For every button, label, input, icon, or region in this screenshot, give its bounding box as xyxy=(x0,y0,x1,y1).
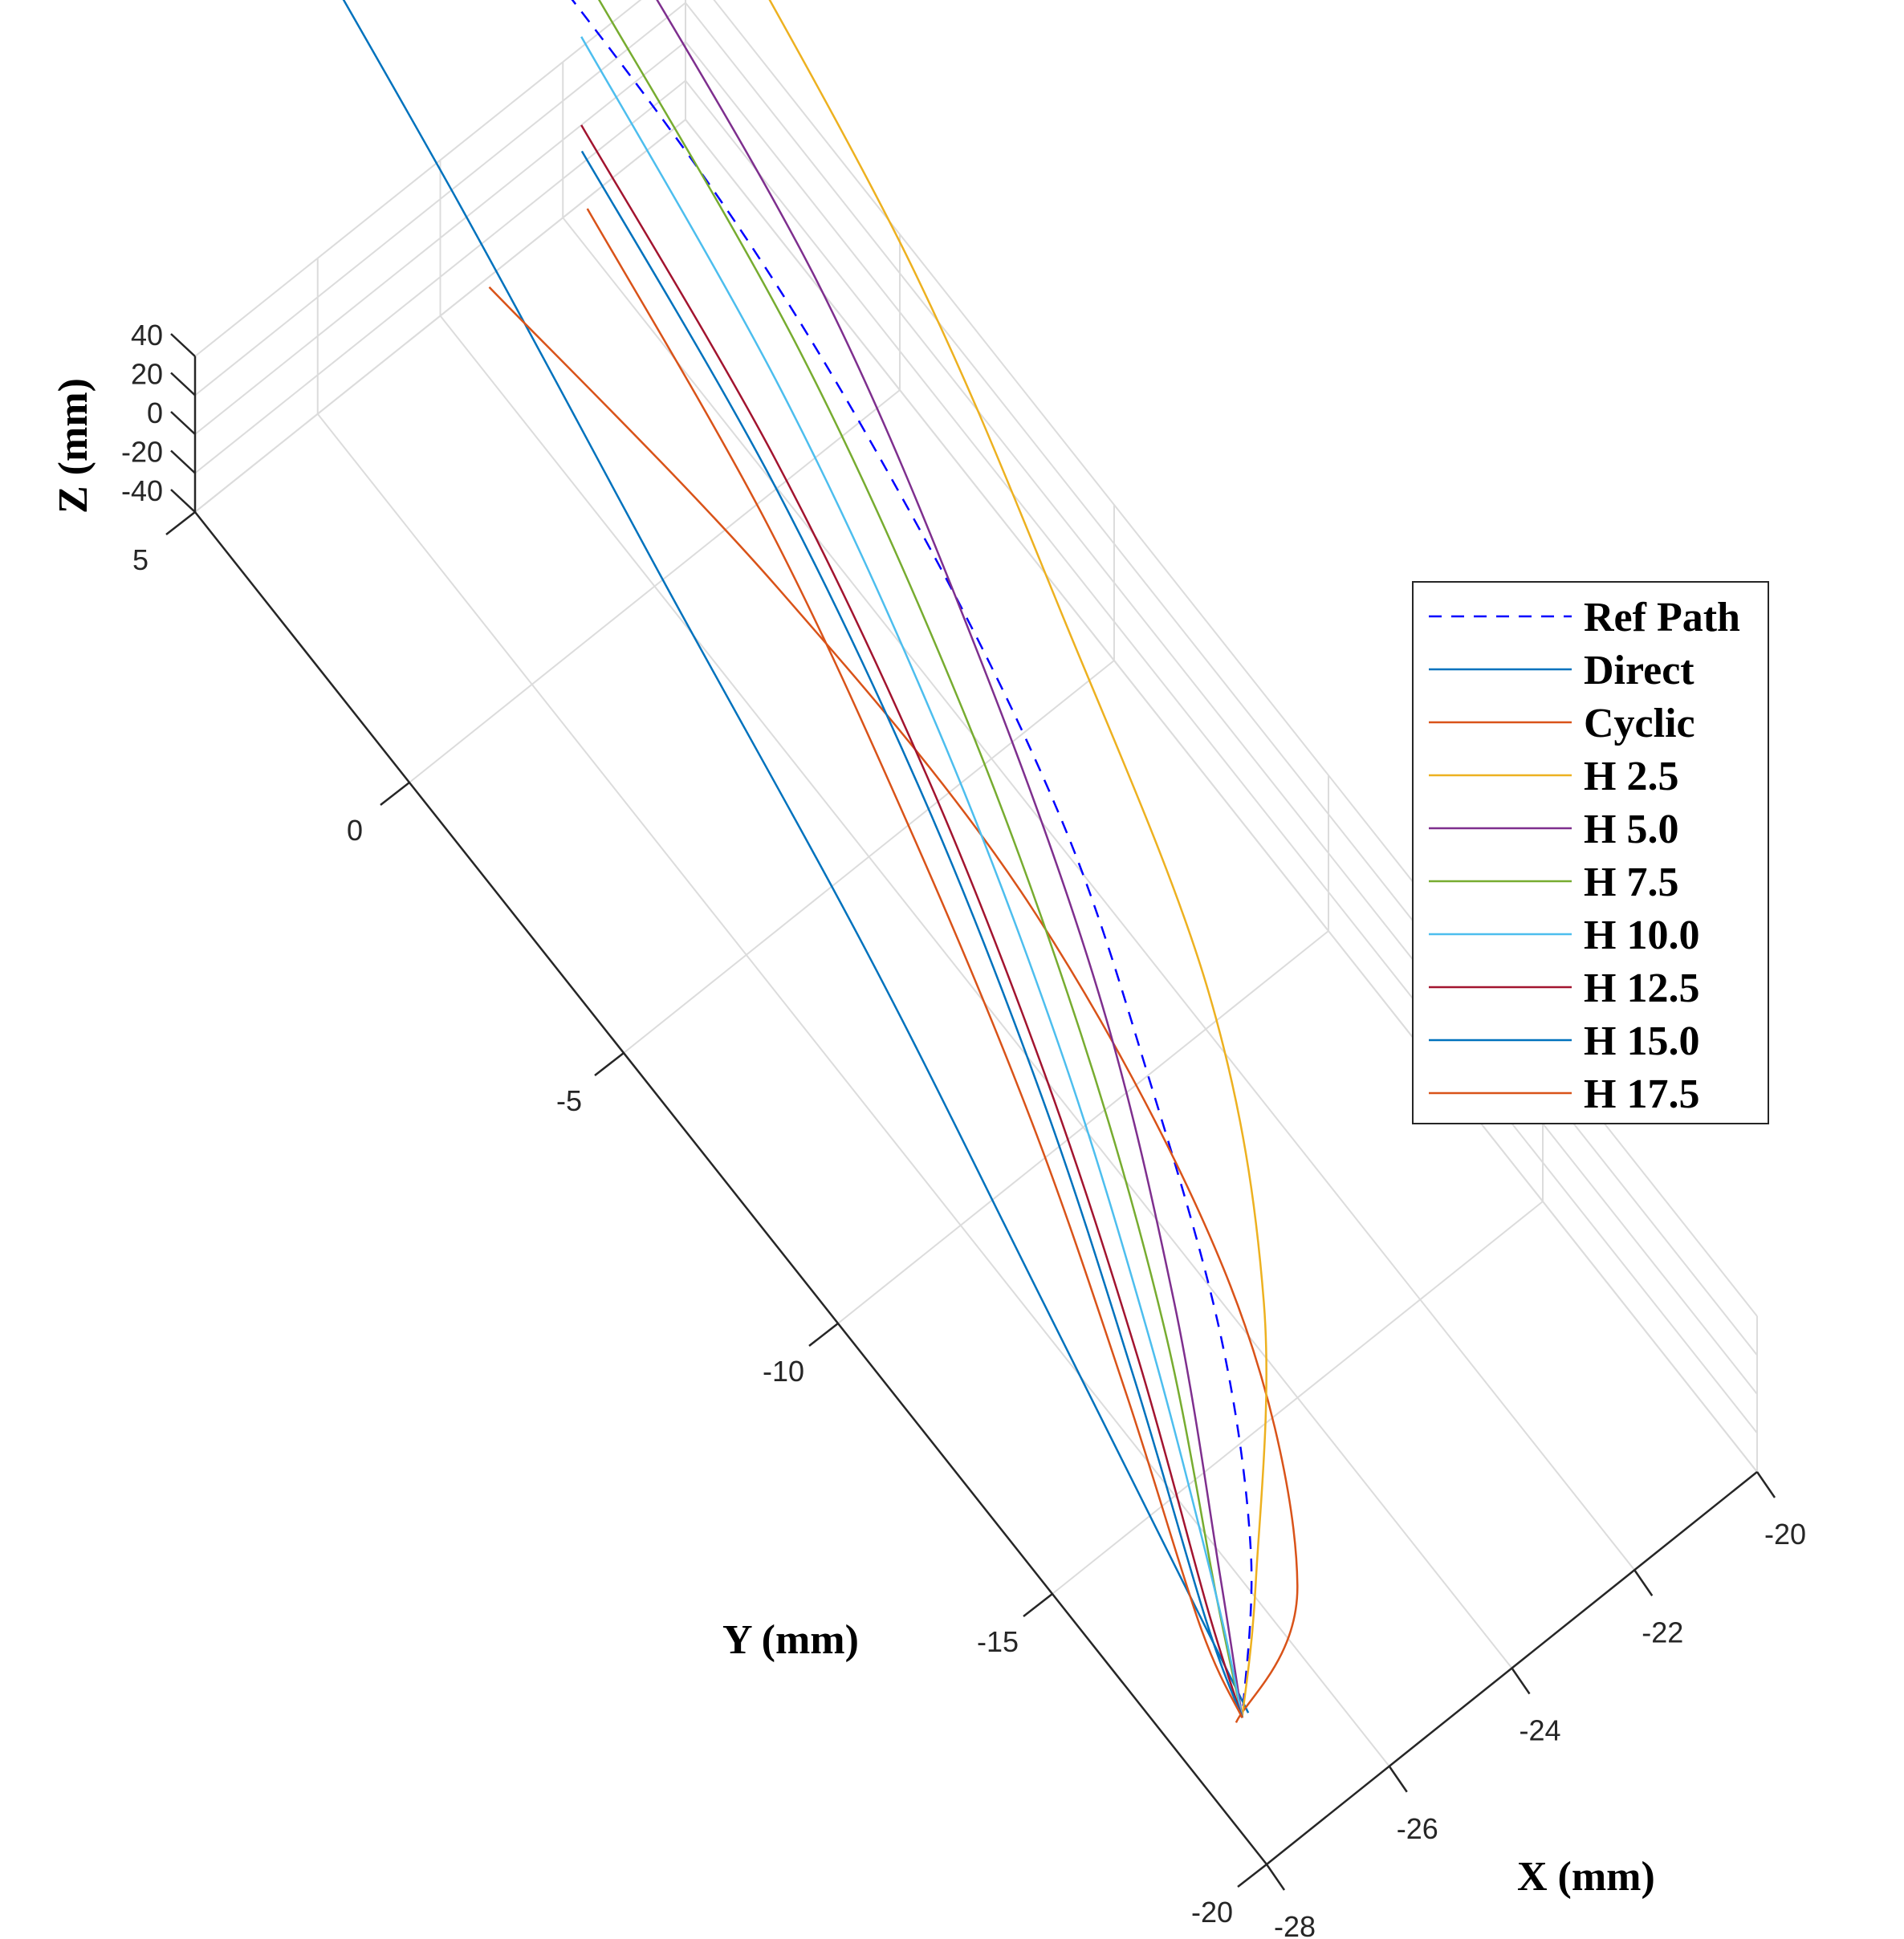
x-tick-mark xyxy=(1388,1766,1408,1793)
z-tick-mark xyxy=(170,372,196,396)
z-tick-label: 40 xyxy=(131,319,163,352)
legend-ref-path-label: Ref Path xyxy=(1584,595,1740,640)
legend-h-10-0-label: H 10.0 xyxy=(1584,913,1699,958)
y-tick-label: 5 xyxy=(132,543,148,576)
series-h-5-0 xyxy=(656,0,1243,1718)
y-axis-label: Y (mm) xyxy=(722,1617,859,1663)
y-tick-mark xyxy=(380,782,410,806)
y-tick-label: -15 xyxy=(977,1625,1019,1658)
legend-h-17-5-label: H 17.5 xyxy=(1584,1071,1699,1117)
data-series xyxy=(342,0,1299,1723)
x-tick-mark xyxy=(1756,1471,1776,1498)
axes xyxy=(165,333,1776,1891)
z-tick-mark xyxy=(170,489,196,513)
floor-grid-line-y xyxy=(409,389,901,783)
y-tick-label: 0 xyxy=(347,814,363,847)
y-tick-label: -20 xyxy=(1191,1896,1233,1929)
y-tick-mark xyxy=(594,1052,624,1076)
back-grid-line-z xyxy=(194,0,642,357)
legend-h-2-5-label: H 2.5 xyxy=(1584,754,1678,799)
y-tick-mark xyxy=(808,1323,839,1347)
series-h-7-5 xyxy=(597,0,1243,1718)
wall-grid-line-z xyxy=(685,2,1758,1356)
floor-grid-line-x xyxy=(439,315,1513,1669)
x-tick-label: -26 xyxy=(1397,1812,1438,1845)
floor-grid-line-y xyxy=(623,660,1115,1054)
x-tick-label: -20 xyxy=(1764,1518,1806,1551)
z-tick-mark xyxy=(170,449,196,474)
legend-box xyxy=(1412,581,1769,1124)
legend-direct-label: Direct xyxy=(1584,648,1694,693)
wall-grid-line-z xyxy=(685,119,1758,1473)
series-h-2-5 xyxy=(768,0,1267,1718)
z-tick-label: -40 xyxy=(121,474,163,507)
y-tick-label: -5 xyxy=(556,1084,582,1117)
wall-grid-line-z xyxy=(685,41,1758,1395)
y-tick-label: -10 xyxy=(763,1355,804,1388)
tick-labels: -20 -22 -24 -26 -28 5 0 -5 -10 -15 -20 40 20 0 -20 -40 xyxy=(121,319,1806,1939)
x-tick-label: -22 xyxy=(1642,1616,1683,1648)
legend-h-5-0-label: H 5.0 xyxy=(1584,807,1678,852)
floor-grid-line-y xyxy=(1052,1201,1544,1595)
series-h-15-0 xyxy=(580,150,1243,1718)
z-tick-label: 20 xyxy=(131,358,163,391)
back-grid-line-z xyxy=(194,119,686,513)
series-cyclic xyxy=(488,286,1299,1723)
series-direct xyxy=(342,0,1250,1713)
series-ref-path xyxy=(571,0,1253,1718)
x-tick-mark xyxy=(1511,1667,1531,1695)
x-tick-mark xyxy=(1633,1569,1654,1596)
legend: Ref Path Direct Cyclic H 2.5 H 5.0 H 7.5 H 10.… xyxy=(1412,581,1769,1124)
back-grid-line-z xyxy=(194,2,686,396)
series-h-12-5 xyxy=(580,124,1243,1718)
y-tick-mark xyxy=(1237,1864,1267,1888)
x-axis-label: X (mm) xyxy=(1517,1854,1655,1900)
z-axis-label: Z (mm) xyxy=(51,378,96,514)
back-grid-line-z xyxy=(194,79,686,474)
wall-grid-line-z xyxy=(685,79,1758,1434)
y-tick-mark xyxy=(1023,1593,1053,1617)
floor-grid-line-x xyxy=(316,413,1390,1767)
z-tick-mark xyxy=(170,333,196,357)
back-grid-line-z xyxy=(194,41,686,435)
floor-grid-line-x xyxy=(562,217,1636,1571)
z-tick-mark xyxy=(170,411,196,435)
legend-h-12-5-label: H 12.5 xyxy=(1584,965,1699,1011)
z-tick-label: -20 xyxy=(121,436,163,469)
floor-grid-line-y xyxy=(837,930,1329,1324)
legend-h-15-0-label: H 15.0 xyxy=(1584,1018,1699,1064)
z-tick-label: 0 xyxy=(147,396,163,429)
legend-cyclic-label: Cyclic xyxy=(1584,701,1695,746)
y-axis-line xyxy=(194,511,1267,1865)
y-tick-mark xyxy=(165,511,196,535)
legend-h-7-5-label: H 7.5 xyxy=(1584,860,1678,905)
x-tick-label: -28 xyxy=(1274,1910,1316,1939)
series-h-17-5 xyxy=(586,208,1243,1718)
series-h-10-0 xyxy=(580,36,1243,1718)
x-tick-label: -24 xyxy=(1519,1714,1560,1747)
x-tick-mark xyxy=(1265,1864,1286,1891)
